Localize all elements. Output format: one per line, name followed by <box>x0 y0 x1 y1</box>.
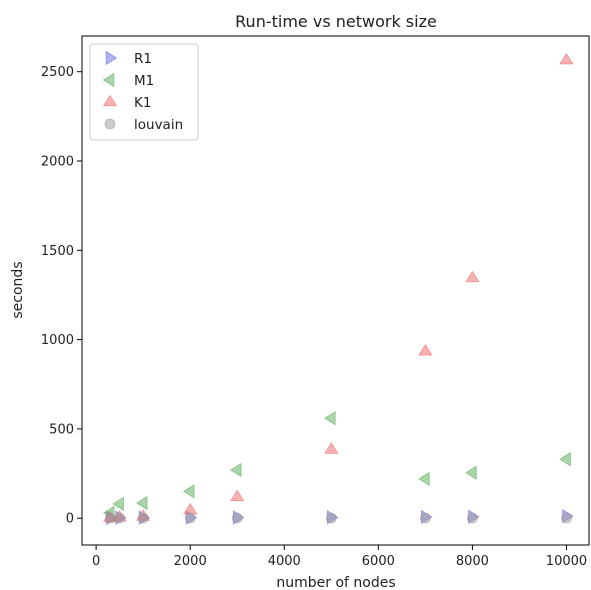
legend-marker-k1 <box>102 94 118 107</box>
legend-label-k1: K1 <box>134 95 151 111</box>
point-m1-4 <box>229 462 242 478</box>
x-tick-label-4: 8000 <box>456 554 489 569</box>
series-m1 <box>102 410 571 521</box>
point-m1-5 <box>324 410 336 426</box>
x-tick-label-5: 10000 <box>546 554 587 569</box>
point-m1-2 <box>135 495 148 511</box>
point-k1-8 <box>559 52 574 65</box>
point-louvain-4 <box>231 512 243 524</box>
point-louvain-1 <box>114 512 126 524</box>
point-louvain-3 <box>184 512 196 524</box>
point-louvain-2 <box>137 512 149 524</box>
legend-marker-m1 <box>102 72 115 88</box>
y-tick-label-1: 500 <box>49 422 74 437</box>
legend-marker-louvain <box>104 118 116 130</box>
legend-box <box>89 43 199 141</box>
x-axis-label: number of nodes <box>276 575 395 590</box>
x-tick-label-1: 2000 <box>174 554 207 569</box>
point-m1-8 <box>559 452 571 467</box>
series-r1 <box>105 508 574 526</box>
point-k1-6 <box>418 343 433 356</box>
legend: R1 M1 K1 louvain <box>89 43 199 141</box>
point-k1-3 <box>182 502 198 515</box>
plot-area <box>102 52 574 526</box>
legend-label-louvain: louvain <box>134 117 183 133</box>
point-m1-1 <box>112 496 124 512</box>
x-tick-label-0: 0 <box>92 554 100 569</box>
point-k1-5 <box>324 442 339 454</box>
point-k1-7 <box>465 270 480 283</box>
chart-title: Run-time vs network size <box>235 12 437 31</box>
y-tick-label-0: 0 <box>66 512 74 527</box>
point-louvain-5 <box>325 512 337 524</box>
point-m1-6 <box>418 471 430 487</box>
y-axis: 0 500 1000 1500 2000 2500 <box>41 65 82 527</box>
legend-label-r1: R1 <box>134 51 152 67</box>
y-tick-label-5: 2500 <box>41 65 74 80</box>
point-louvain-8 <box>561 512 572 524</box>
plot-frame <box>81 35 590 546</box>
point-m1-7 <box>465 465 477 480</box>
series-louvain <box>104 512 572 524</box>
y-tick-label-2: 1000 <box>41 333 74 348</box>
point-m1-3 <box>182 484 195 499</box>
y-axis-label: seconds <box>10 261 26 318</box>
point-k1-4 <box>230 489 245 502</box>
point-louvain-0 <box>104 512 116 524</box>
point-louvain-7 <box>467 512 478 524</box>
x-tick-label-2: 4000 <box>268 554 301 569</box>
x-tick-label-3: 6000 <box>362 554 395 569</box>
legend-marker-r1 <box>105 50 118 66</box>
x-axis: 0 2000 4000 6000 8000 10000 <box>92 545 587 569</box>
y-tick-label-3: 1500 <box>41 244 74 259</box>
legend-label-m1: M1 <box>134 73 154 89</box>
y-tick-label-4: 2000 <box>41 155 74 170</box>
point-louvain-6 <box>419 512 431 524</box>
